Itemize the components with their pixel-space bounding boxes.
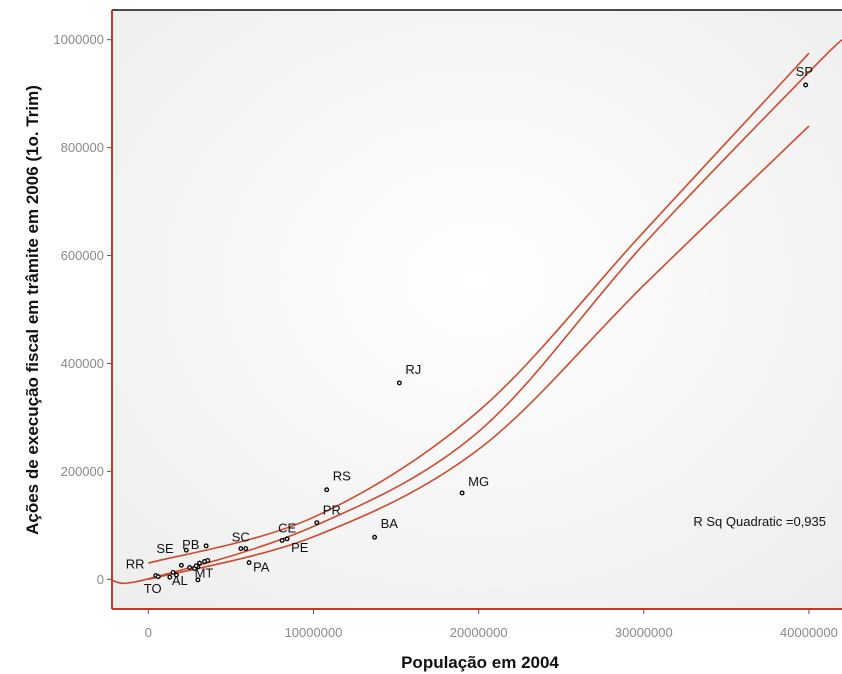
data-point-ba	[372, 534, 378, 540]
point-label-pa: PA	[253, 560, 270, 575]
data-point-rs	[324, 487, 330, 493]
data-point	[155, 574, 161, 580]
data-point-to	[167, 574, 173, 580]
fit-curve-upper-band	[148, 52, 810, 564]
data-point-pe	[284, 536, 290, 542]
data-points	[153, 82, 809, 583]
data-point-sc	[243, 546, 249, 552]
point-label-ba: BA	[381, 516, 399, 531]
y-axis-title: Ações de execução fiscal em trâmite em 2…	[23, 85, 42, 535]
data-point	[187, 564, 193, 570]
point-label-mg: MG	[468, 474, 489, 489]
data-point	[178, 562, 184, 568]
data-point-rj	[396, 380, 402, 386]
data-point-sp	[803, 82, 809, 88]
data-point	[173, 572, 179, 578]
point-label-mt: MT	[195, 566, 214, 581]
x-tick-label: 40000000	[780, 625, 838, 640]
point-label-pr: PR	[323, 503, 341, 518]
x-axis-ticks: 0 10000000 20000000 30000000 40000000	[145, 609, 838, 640]
point-label-rs: RS	[333, 469, 351, 484]
point-label-rr: RR	[126, 557, 145, 572]
y-tick-label: 800000	[61, 140, 104, 155]
point-label-to: TO	[144, 581, 162, 596]
point-label-se: SE	[156, 541, 174, 556]
y-axis-ticks: 0 200000 400000 600000 800000 1000000	[53, 32, 112, 587]
point-label-sp: SP	[796, 64, 813, 79]
data-point	[193, 563, 199, 569]
data-point-pa	[246, 560, 252, 566]
y-tick-label: 600000	[61, 248, 104, 263]
y-tick-label: 0	[97, 572, 104, 587]
data-point-ce	[279, 538, 285, 543]
fit-curve-quadratic-fit	[111, 39, 842, 585]
point-label-pb: PB	[182, 537, 199, 552]
data-point-pb	[203, 543, 209, 549]
fit-curves	[111, 39, 842, 585]
x-tick-label: 10000000	[285, 625, 343, 640]
fit-curve-lower-band	[148, 125, 810, 581]
data-point	[238, 546, 244, 552]
point-label-sc: SC	[232, 530, 250, 545]
data-point	[170, 569, 176, 575]
data-point	[195, 577, 201, 583]
data-point	[197, 560, 202, 566]
y-tick-label: 400000	[61, 356, 104, 371]
x-axis-title: População em 2004	[401, 653, 559, 672]
data-point-mg	[459, 490, 465, 496]
plot-area	[112, 10, 842, 609]
y-tick-label: 200000	[61, 464, 104, 479]
point-label-pe: PE	[291, 540, 309, 555]
data-point	[205, 557, 211, 563]
data-point-se	[183, 547, 189, 553]
y-tick-label: 1000000	[53, 32, 104, 47]
data-point-pr	[314, 520, 320, 526]
point-label-ce: CE	[278, 520, 296, 535]
r-squared-annotation: R Sq Quadratic =0,935	[693, 514, 826, 529]
x-tick-label: 20000000	[450, 625, 508, 640]
x-tick-label: 0	[145, 625, 152, 640]
point-label-al: AL	[172, 573, 188, 588]
point-label-rj: RJ	[405, 362, 421, 377]
x-tick-label: 30000000	[615, 625, 673, 640]
